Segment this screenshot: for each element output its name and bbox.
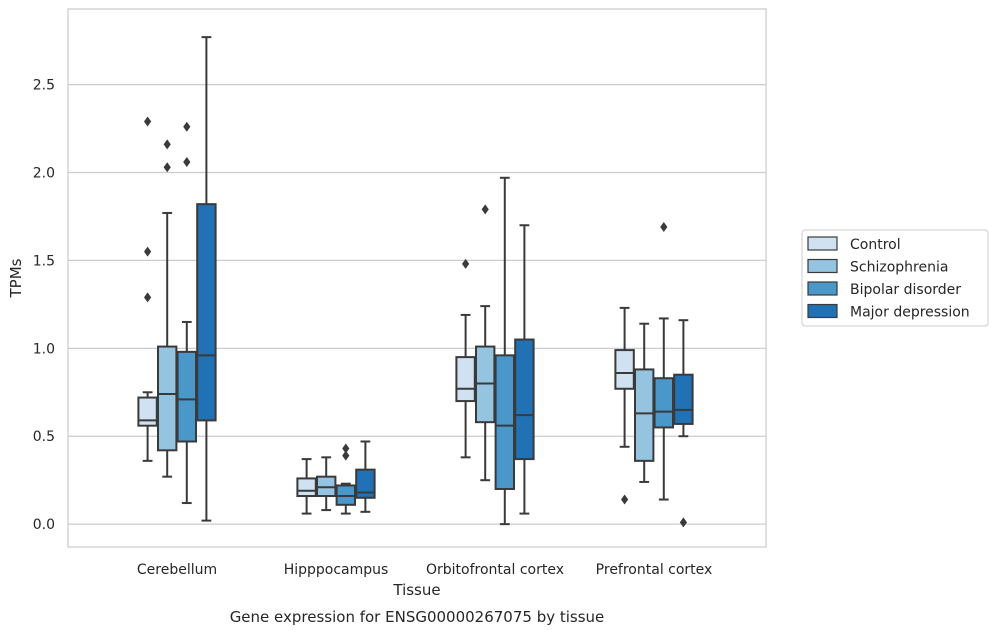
x-tick-label: Prefrontal cortex [596, 562, 713, 578]
box-control [137, 116, 158, 462]
box-iqr [157, 345, 178, 452]
outlier-point [679, 517, 687, 528]
box-iqr [614, 349, 635, 390]
legend-swatch [807, 236, 838, 251]
box-iqr [196, 203, 217, 422]
y-tick-label: 0.0 [33, 517, 55, 533]
box-iqr [296, 477, 317, 498]
y-tick-label: 0.5 [33, 429, 55, 445]
box-iqr [176, 350, 198, 443]
box-major-depression [196, 36, 217, 522]
outlier-point [462, 258, 470, 269]
x-axis-ticks: Cerebellum Hipppocampus Orbitofrontal cort… [137, 562, 712, 578]
legend: Control Schizophrenia Bipolar disorder Majo… [801, 229, 989, 327]
legend-label: Major depression [850, 305, 970, 321]
box-plot-area [137, 36, 694, 528]
y-tick-label: 2.0 [33, 166, 55, 182]
outlier-point [342, 443, 350, 454]
box-iqr [455, 356, 476, 403]
box-major-depression [673, 319, 694, 528]
box-major-depression [355, 440, 376, 513]
box-iqr [634, 368, 655, 462]
box-control [614, 306, 635, 505]
outlier-point [342, 450, 350, 461]
y-axis-label: TPMs [7, 258, 25, 298]
legend-label: Control [850, 237, 901, 253]
outlier-point [621, 494, 629, 505]
outlier-point [144, 246, 152, 257]
outlier-point [481, 204, 489, 215]
outlier-point [163, 162, 171, 173]
x-tick-label: Cerebellum [137, 562, 217, 578]
box-iqr [355, 468, 376, 499]
box-iqr [494, 354, 516, 490]
outlier-point [660, 222, 668, 233]
y-axis-ticks: 0.0 0.5 1.0 1.5 2.0 2.5 [33, 78, 55, 534]
legend-swatch [807, 258, 838, 274]
box-major-depression [514, 224, 535, 515]
y-tick-label: 2.5 [33, 78, 55, 94]
box-control [455, 258, 476, 459]
legend-label: Bipolar disorder [850, 282, 961, 298]
box-bipolar-disorder [494, 176, 516, 526]
chart-caption: Gene expression for ENSG00000267075 by t… [230, 608, 605, 626]
box-bipolar-disorder [176, 121, 198, 505]
box-schizophrenia [316, 456, 337, 512]
box-iqr [514, 338, 535, 461]
box-schizophrenia [475, 204, 496, 482]
box-bipolar-disorder [335, 443, 357, 515]
outlier-point [183, 121, 191, 132]
y-tick-label: 1.5 [33, 253, 55, 269]
box-schizophrenia [157, 139, 178, 478]
box-iqr [653, 377, 674, 429]
legend-swatch [807, 303, 838, 319]
y-tick-label: 1.0 [33, 341, 55, 357]
outlier-point [144, 116, 152, 127]
x-axis-label: Tissue [392, 581, 440, 599]
plot-frame [67, 8, 767, 548]
box-iqr [137, 396, 158, 427]
x-tick-label: Hipppocampus [284, 562, 389, 578]
legend-label: Schizophrenia [850, 260, 948, 276]
outlier-point [144, 292, 152, 303]
box-schizophrenia [634, 322, 655, 483]
grid-lines [68, 83, 766, 525]
box-iqr [673, 373, 694, 425]
outlier-point [183, 156, 191, 167]
x-tick-label: Orbitofrontal cortex [426, 562, 564, 578]
legend-swatch [807, 281, 838, 296]
legend-frame [801, 229, 989, 327]
box-bipolar-disorder [653, 222, 674, 501]
box-control [296, 458, 317, 515]
outlier-point [163, 139, 171, 150]
